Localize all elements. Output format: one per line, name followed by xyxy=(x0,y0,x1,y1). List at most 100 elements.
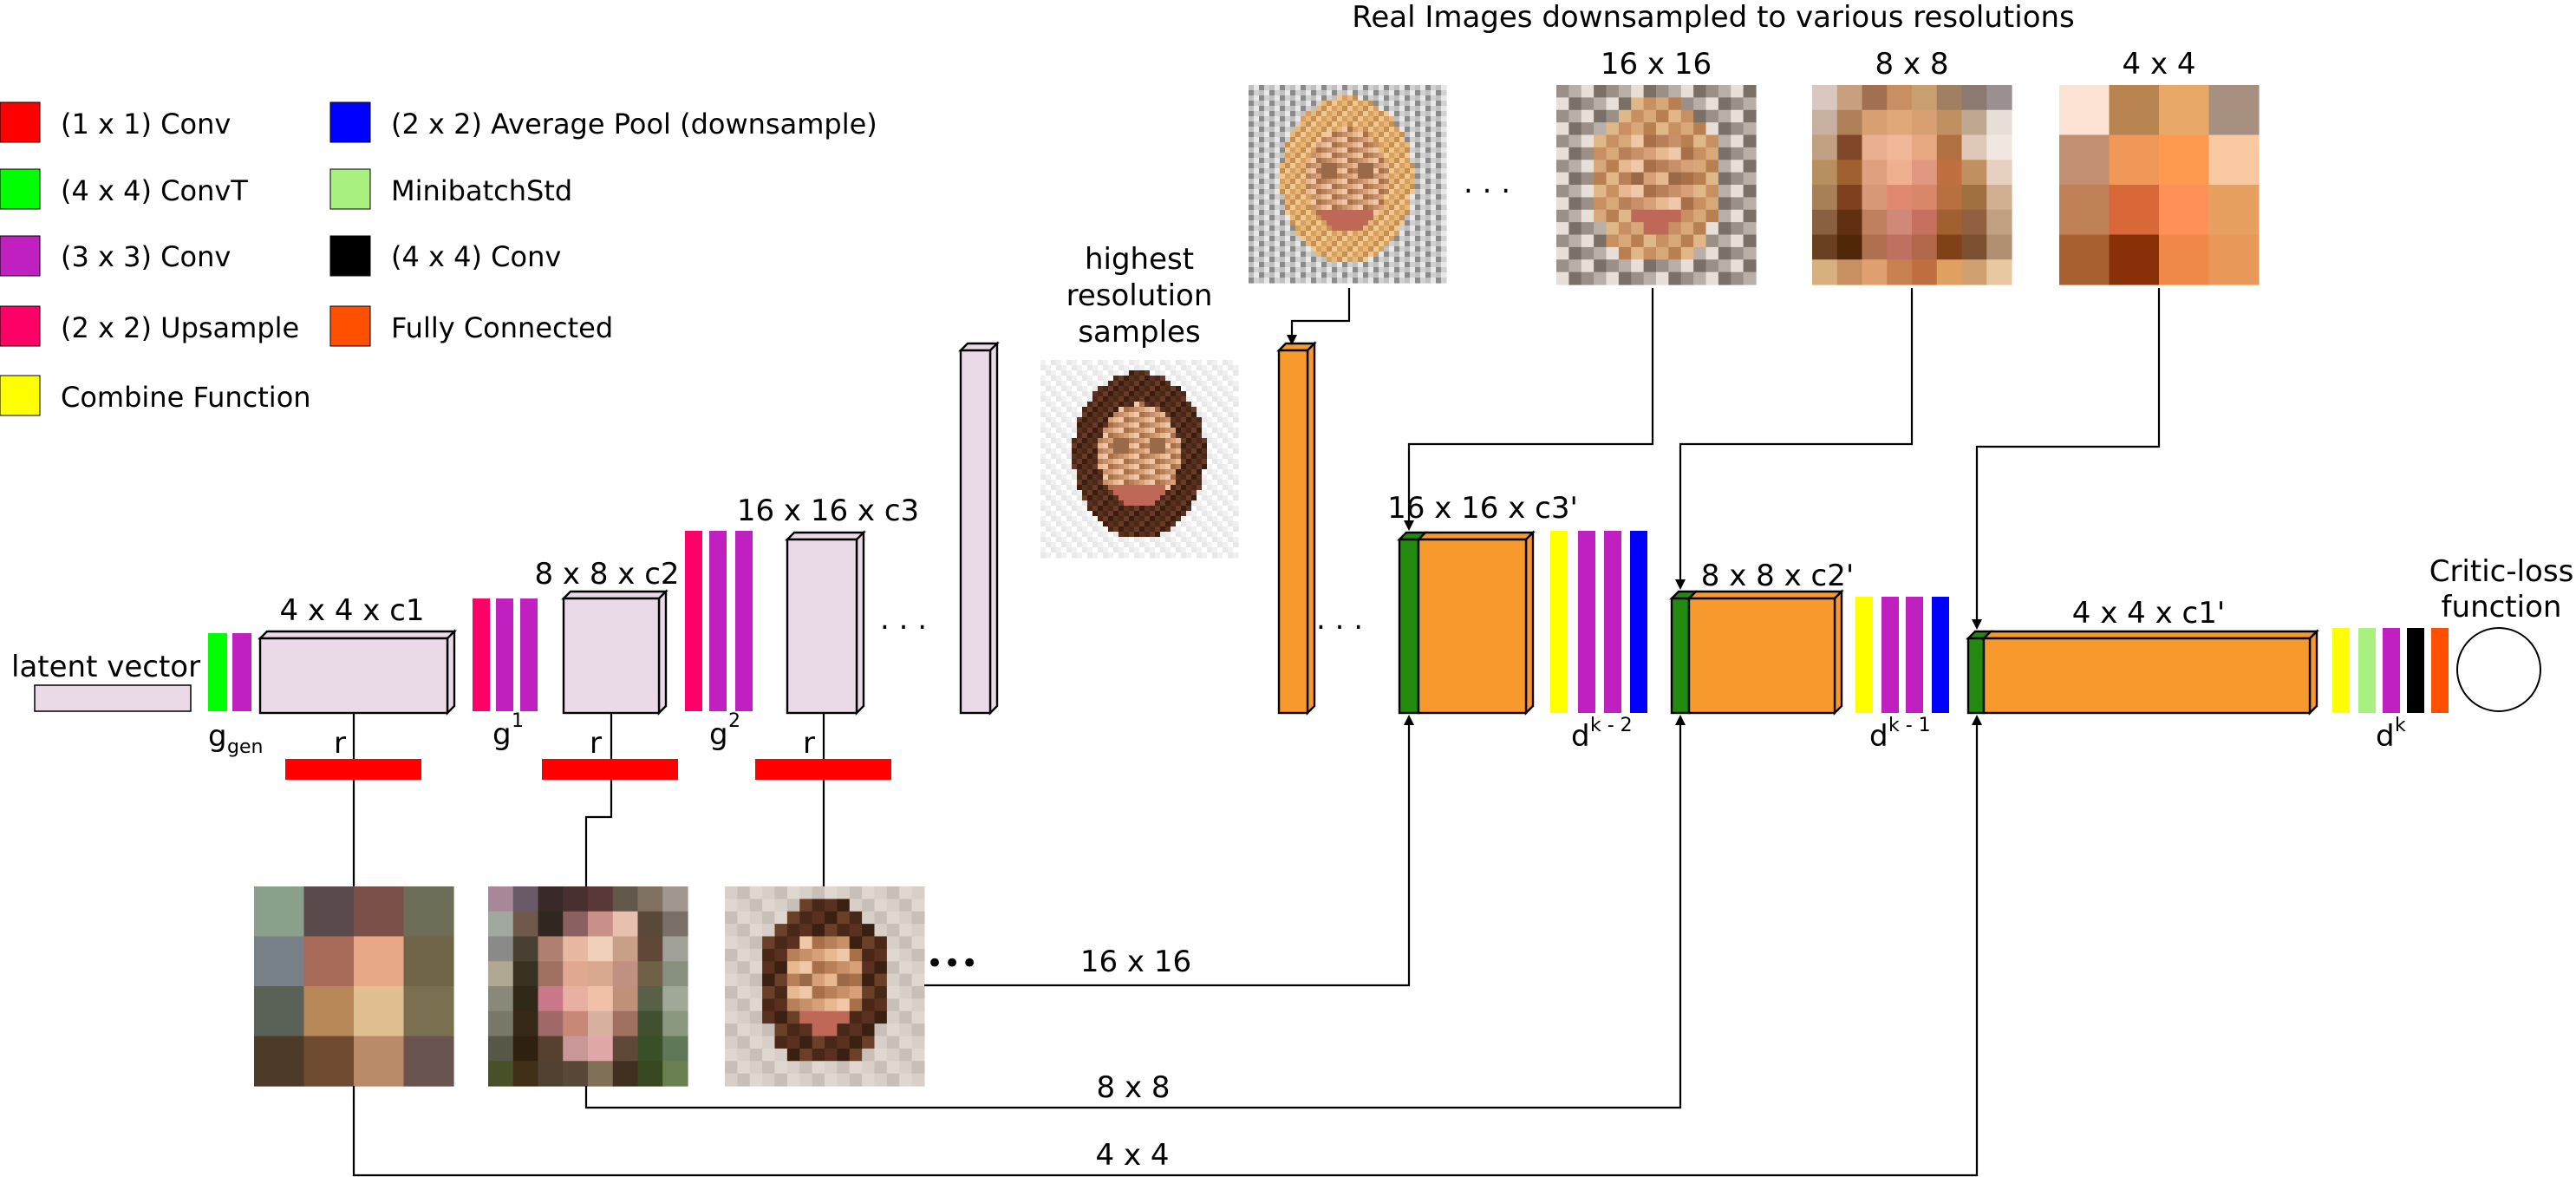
image-pixel xyxy=(1643,85,1657,98)
image-pixel xyxy=(786,936,800,950)
image-pixel xyxy=(1145,428,1151,434)
image-pixel xyxy=(1373,85,1379,91)
image-pixel xyxy=(1092,428,1099,434)
image-pixel xyxy=(1212,532,1218,538)
image-pixel xyxy=(1295,85,1301,91)
image-pixel xyxy=(1337,127,1343,133)
image-pixel xyxy=(1217,506,1223,512)
image-pixel xyxy=(1113,500,1119,507)
image-pixel xyxy=(1332,121,1338,128)
image-pixel xyxy=(1275,215,1281,221)
image-pixel xyxy=(1405,163,1411,169)
image-pixel xyxy=(1056,422,1062,428)
image-pixel xyxy=(1082,407,1088,413)
image-pixel xyxy=(1436,262,1442,268)
image-pixel xyxy=(1077,511,1083,517)
image-pixel xyxy=(1431,142,1437,148)
image-pixel xyxy=(1389,179,1395,185)
image-pixel xyxy=(1165,542,1171,548)
image-pixel xyxy=(1155,365,1161,371)
image-pixel xyxy=(1415,179,1421,185)
image-pixel xyxy=(1631,234,1645,248)
image-pixel xyxy=(1379,132,1385,138)
image-pixel xyxy=(1217,495,1223,501)
image-pixel xyxy=(1249,210,1255,216)
image-pixel xyxy=(1705,134,1719,148)
image-pixel xyxy=(1145,506,1151,512)
image-pixel xyxy=(1051,469,1057,475)
image-pixel xyxy=(1098,381,1104,387)
image-pixel xyxy=(1606,234,1620,248)
image-pixel xyxy=(1399,132,1405,138)
image-pixel xyxy=(1718,172,1731,186)
image-pixel xyxy=(1171,459,1177,465)
image-pixel xyxy=(1197,469,1203,475)
image-pixel xyxy=(1389,132,1395,138)
image-pixel xyxy=(1207,464,1213,470)
image-pixel xyxy=(1259,210,1265,216)
image-pixel xyxy=(1249,194,1255,200)
image-pixel xyxy=(1228,407,1234,413)
image-pixel xyxy=(1316,147,1322,154)
image-pixel xyxy=(1223,396,1229,402)
image-pixel xyxy=(1129,443,1135,449)
image-pixel xyxy=(1108,454,1114,460)
image-pixel xyxy=(1368,236,1374,242)
image-pixel xyxy=(1077,360,1083,366)
image-pixel xyxy=(1405,168,1411,174)
image-pixel xyxy=(1056,542,1062,548)
image-pixel xyxy=(1425,252,1431,258)
path-label-8x8: 8 x 8 xyxy=(1097,1070,1171,1105)
image-pixel xyxy=(1264,147,1270,154)
image-pixel xyxy=(1150,391,1156,397)
image-pixel xyxy=(1306,262,1312,268)
image-pixel xyxy=(1358,199,1364,206)
image-pixel xyxy=(1082,516,1088,522)
image-pixel xyxy=(1556,172,1569,186)
image-pixel xyxy=(1228,412,1234,418)
image-pixel xyxy=(1384,168,1390,174)
image-pixel xyxy=(762,924,776,938)
image-pixel xyxy=(1275,272,1281,278)
image-pixel xyxy=(1384,184,1390,190)
image-pixel xyxy=(1405,158,1411,164)
image-pixel xyxy=(1556,209,1569,223)
image-pixel xyxy=(1072,365,1078,371)
image-pixel xyxy=(1233,459,1239,465)
image-pixel xyxy=(1668,85,1682,98)
image-pixel xyxy=(1223,376,1229,382)
image-pixel xyxy=(1405,278,1411,284)
image-pixel xyxy=(1077,438,1083,444)
image-pixel xyxy=(662,1061,688,1087)
image-pixel xyxy=(1077,469,1083,475)
image-pixel xyxy=(1150,537,1156,543)
image-pixel xyxy=(1186,469,1192,475)
image-pixel xyxy=(1197,407,1203,413)
image-pixel xyxy=(812,1073,825,1087)
image-pixel xyxy=(1280,236,1286,242)
image-pixel xyxy=(1186,396,1192,402)
image-pixel xyxy=(254,936,305,987)
image-pixel xyxy=(1327,147,1333,154)
image-pixel xyxy=(749,1023,763,1037)
real-images: Real Images downsampled to various resol… xyxy=(1249,0,2260,285)
image-pixel xyxy=(1327,184,1333,190)
image-pixel xyxy=(1316,132,1322,138)
image-pixel xyxy=(737,1048,751,1062)
image-pixel xyxy=(1431,168,1437,174)
image-pixel xyxy=(1046,396,1052,402)
image-pixel xyxy=(1171,396,1177,402)
image-pixel xyxy=(1191,511,1197,517)
gen-block-label: 8 x 8 x c2 xyxy=(534,557,679,592)
image-pixel xyxy=(1327,179,1333,185)
image-pixel xyxy=(1394,236,1400,242)
image-pixel xyxy=(1342,142,1348,148)
image-pixel xyxy=(1316,231,1322,237)
image-pixel xyxy=(1431,101,1437,107)
image-pixel xyxy=(1441,199,1447,206)
image-pixel xyxy=(1129,433,1135,439)
image-pixel xyxy=(1191,370,1197,376)
image-pixel xyxy=(825,924,838,938)
image-pixel xyxy=(1285,132,1291,138)
image-pixel xyxy=(1363,137,1369,143)
